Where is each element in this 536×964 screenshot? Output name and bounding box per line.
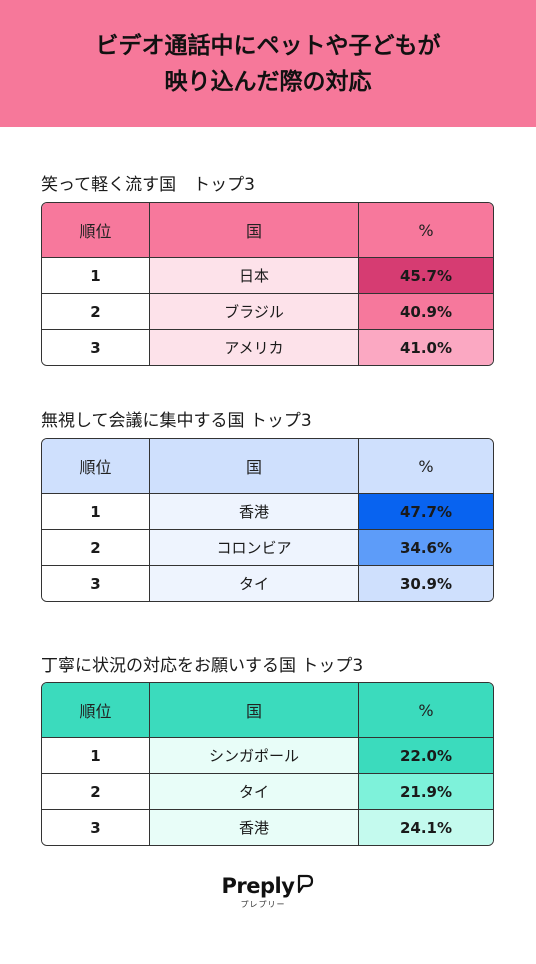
page-title-line1: ビデオ通話中にペットや子どもが (95, 32, 441, 59)
preply-logo-icon (296, 874, 314, 898)
rank-cell: 1 (42, 738, 150, 774)
col-header-percent: % (359, 683, 493, 738)
percent-cell: 34.6% (359, 530, 493, 566)
country-cell: アメリカ (150, 330, 359, 365)
country-cell: 香港 (150, 810, 359, 845)
country-cell: タイ (150, 774, 359, 810)
rank-cell: 2 (42, 774, 150, 810)
percent-cell: 47.7% (359, 494, 493, 530)
brand-name: Preply (221, 874, 295, 898)
country-cell: タイ (150, 566, 359, 601)
col-header-percent: % (359, 439, 493, 494)
table-ignore: 順位 国 % 1 香港 47.7% 2 コロンビア 34.6% 3 タイ 30.… (41, 438, 494, 602)
col-header-country: 国 (150, 439, 359, 494)
col-header-rank: 順位 (42, 203, 150, 258)
table-row: 1 シンガポール 22.0% (42, 738, 493, 774)
table-row: 1 日本 45.7% (42, 258, 493, 294)
rank-cell: 2 (42, 530, 150, 566)
country-cell: 日本 (150, 258, 359, 294)
table-row: 2 ブラジル 40.9% (42, 294, 493, 330)
rank-cell: 3 (42, 810, 150, 845)
rank-cell: 2 (42, 294, 150, 330)
rank-cell: 3 (42, 330, 150, 365)
col-header-rank: 順位 (42, 683, 150, 738)
brand-logo: Preply プレプリー (0, 874, 536, 910)
table-header-row: 順位 国 % (42, 439, 493, 494)
percent-cell: 22.0% (359, 738, 493, 774)
col-header-rank: 順位 (42, 439, 150, 494)
country-cell: ブラジル (150, 294, 359, 330)
table-laugh: 順位 国 % 1 日本 45.7% 2 ブラジル 40.9% 3 アメリカ 41… (41, 202, 494, 366)
page-title-line2: 映り込んだ際の対応 (164, 68, 372, 95)
rank-cell: 1 (42, 258, 150, 294)
percent-cell: 24.1% (359, 810, 493, 845)
col-header-country: 国 (150, 203, 359, 258)
percent-cell: 40.9% (359, 294, 493, 330)
col-header-percent: % (359, 203, 493, 258)
table-header-row: 順位 国 % (42, 203, 493, 258)
table-row: 2 タイ 21.9% (42, 774, 493, 810)
table-row: 3 タイ 30.9% (42, 566, 493, 601)
percent-cell: 41.0% (359, 330, 493, 365)
section-title-ignore: 無視して会議に集中する国 トップ3 (41, 411, 312, 431)
table-row: 3 アメリカ 41.0% (42, 330, 493, 365)
table-row: 2 コロンビア 34.6% (42, 530, 493, 566)
table-polite: 順位 国 % 1 シンガポール 22.0% 2 タイ 21.9% 3 香港 24… (41, 682, 494, 846)
section-title-polite: 丁寧に状況の対応をお願いする国 トップ3 (41, 656, 364, 676)
table-header-row: 順位 国 % (42, 683, 493, 738)
country-cell: 香港 (150, 494, 359, 530)
table-row: 3 香港 24.1% (42, 810, 493, 845)
percent-cell: 45.7% (359, 258, 493, 294)
country-cell: コロンビア (150, 530, 359, 566)
rank-cell: 1 (42, 494, 150, 530)
page-header: ビデオ通話中にペットや子どもが 映り込んだ際の対応 (0, 0, 536, 127)
section-title-laugh: 笑って軽く流す国 トップ3 (41, 175, 255, 195)
percent-cell: 21.9% (359, 774, 493, 810)
table-row: 1 香港 47.7% (42, 494, 493, 530)
col-header-country: 国 (150, 683, 359, 738)
brand-subtitle: プレプリー (240, 900, 286, 909)
percent-cell: 30.9% (359, 566, 493, 601)
rank-cell: 3 (42, 566, 150, 601)
country-cell: シンガポール (150, 738, 359, 774)
